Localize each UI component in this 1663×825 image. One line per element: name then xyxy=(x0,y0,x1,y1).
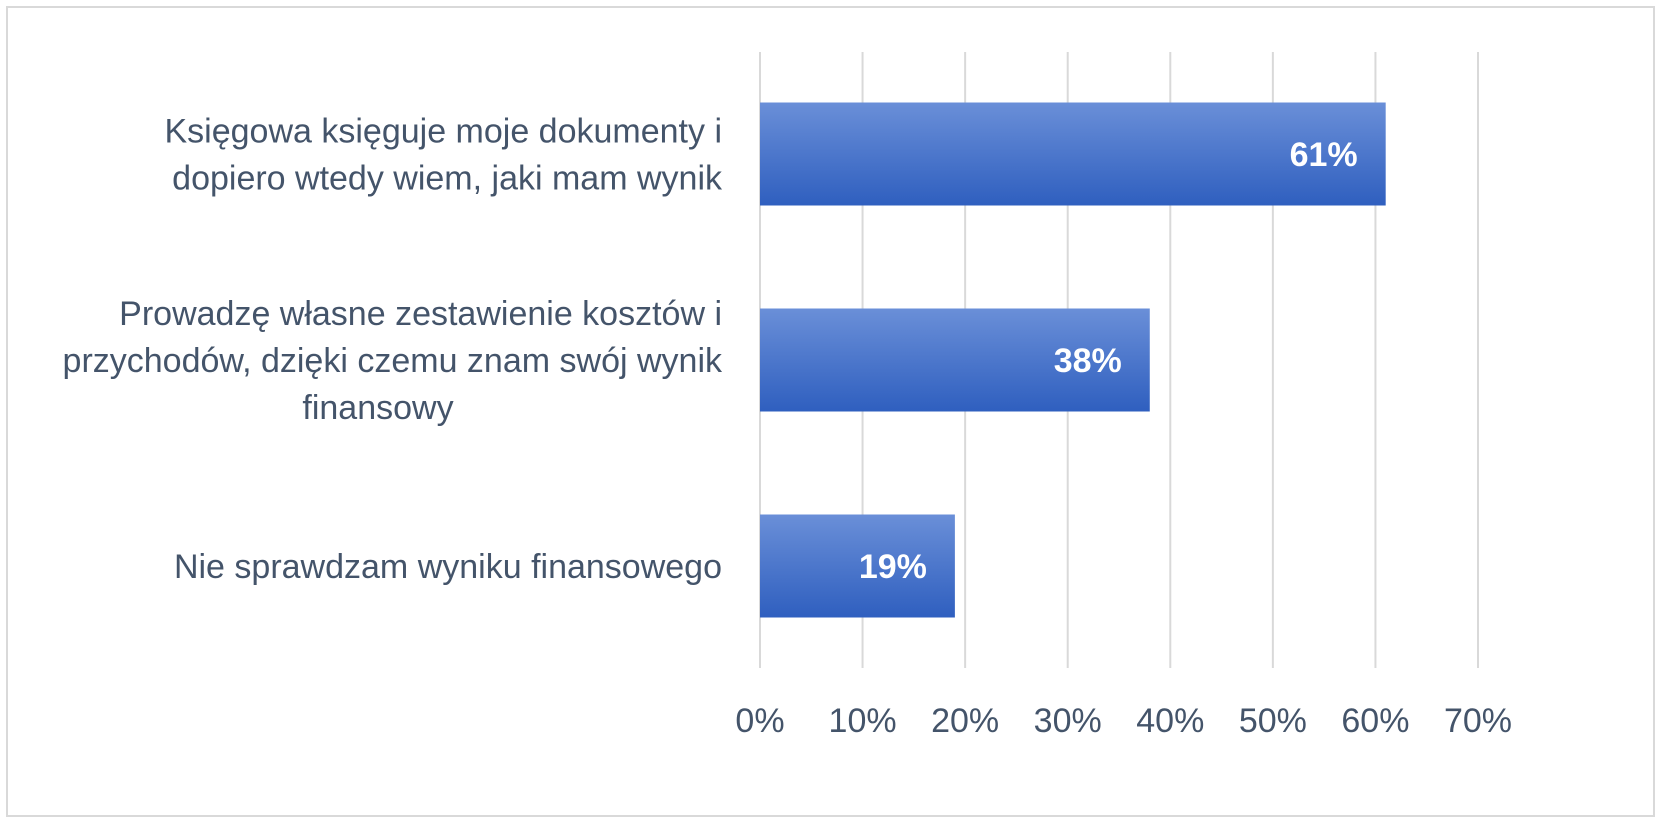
x-axis-ticks: 0% 10% 20% 30% 40% 50% 60% 70% xyxy=(735,702,1512,740)
category-label: Prowadzę własne zestawienie kosztów i xyxy=(119,295,722,333)
x-tick-label: 60% xyxy=(1341,702,1409,740)
x-tick-label: 20% xyxy=(931,702,999,740)
bar-data-label: 61% xyxy=(1290,136,1358,174)
category-label: przychodów, dzięki czemu znam swój wynik xyxy=(63,342,723,380)
category-label: Księgowa księguje moje dokumenty i xyxy=(164,113,722,151)
x-tick-label: 30% xyxy=(1034,702,1102,740)
x-tick-label: 40% xyxy=(1136,702,1204,740)
x-tick-label: 50% xyxy=(1239,702,1307,740)
bar-data-label: 38% xyxy=(1054,342,1122,380)
x-tick-label: 0% xyxy=(735,702,784,740)
category-label: finansowy xyxy=(302,389,453,427)
bars: 61% 38% 19% xyxy=(760,102,1386,618)
x-tick-label: 10% xyxy=(829,702,897,740)
category-labels: Księgowa księguje moje dokumenty i dopier… xyxy=(63,113,723,587)
x-tick-label: 70% xyxy=(1444,702,1512,740)
category-label: Nie sprawdzam wyniku finansowego xyxy=(174,548,722,586)
bar xyxy=(760,514,955,618)
bar xyxy=(760,308,1150,412)
bar xyxy=(760,102,1386,206)
bar-data-label: 19% xyxy=(859,548,927,586)
category-label: dopiero wtedy wiem, jaki mam wynik xyxy=(172,160,723,198)
